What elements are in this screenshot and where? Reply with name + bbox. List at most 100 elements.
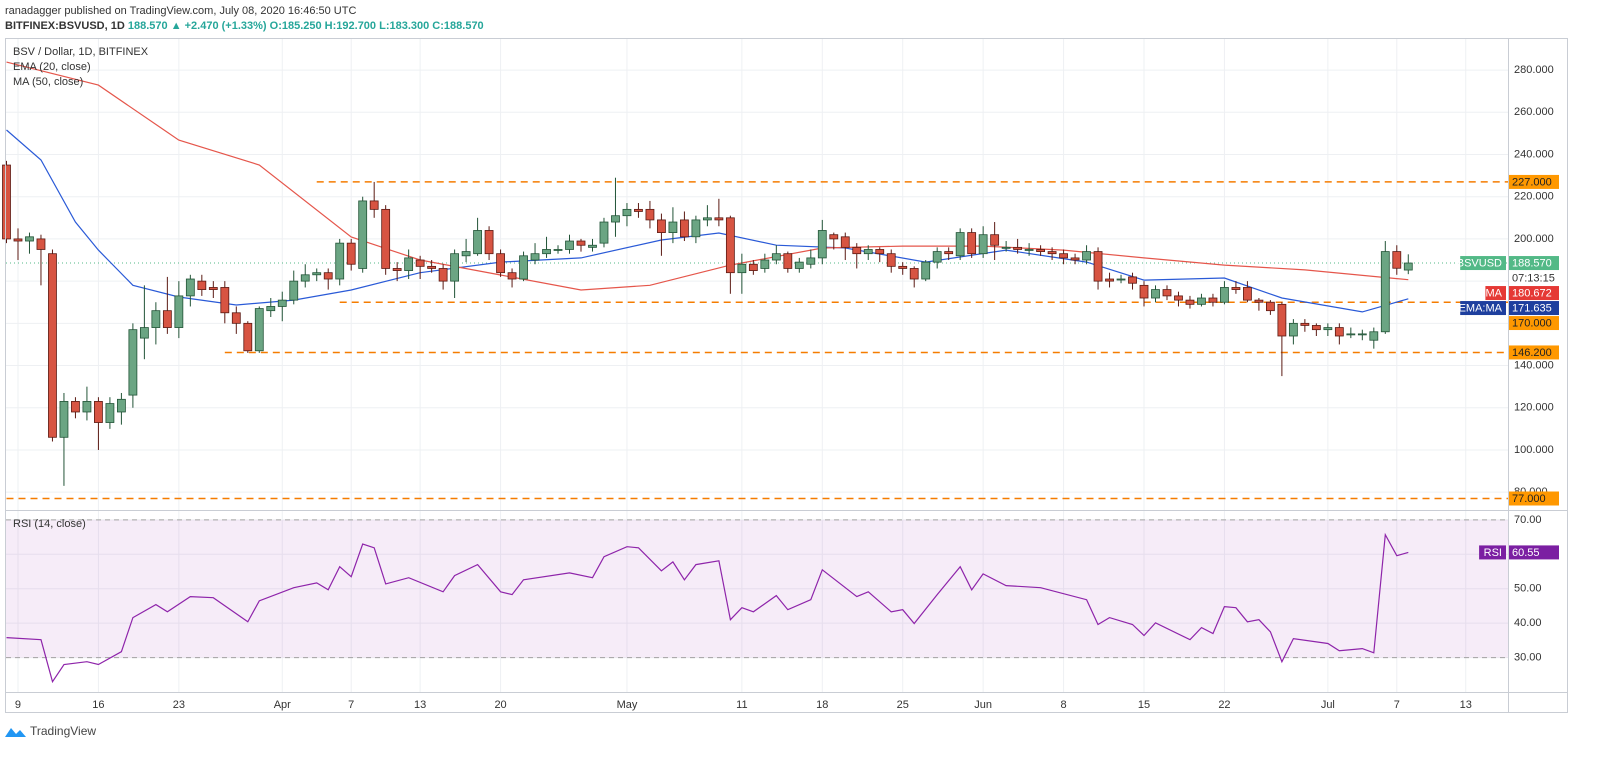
candle-body <box>1024 249 1034 251</box>
candle-body <box>852 246 862 255</box>
candle-body <box>921 261 931 280</box>
legend-title: BSV / Dollar, 1D, BITFINEX <box>13 46 149 58</box>
price-label: 171.635 <box>1512 302 1552 314</box>
candle-body <box>634 208 643 212</box>
candle-body <box>438 268 448 282</box>
x-tick-label: 15 <box>1138 699 1150 711</box>
candle-body <box>1323 327 1333 331</box>
x-tick-label: 8 <box>1061 699 1067 711</box>
candle-body <box>1185 299 1195 305</box>
candle-body <box>162 310 172 328</box>
candle-body <box>105 403 115 423</box>
candle-body <box>771 253 781 261</box>
candle-body <box>220 287 230 314</box>
series-tag-box <box>1485 286 1506 301</box>
symbol: BITFINEX:BSVUSD, 1D <box>5 20 125 32</box>
x-tick-label: 22 <box>1218 699 1230 711</box>
y-tick-label: 120.000 <box>1514 402 1554 414</box>
header-quote: BITFINEX:BSVUSD, 1D 188.570 ▲ +2.470 (+1… <box>5 20 484 32</box>
candle-body <box>496 253 505 274</box>
candle-body <box>1311 325 1321 331</box>
candle-body <box>1116 278 1126 281</box>
x-tick-label: Apr <box>274 699 291 711</box>
candle-body <box>978 234 988 255</box>
candle-body <box>1266 301 1275 312</box>
candle-body <box>208 287 218 290</box>
candle-body <box>461 251 471 257</box>
candle-body <box>645 208 655 221</box>
x-tick-label: 13 <box>414 699 426 711</box>
candle-body <box>507 272 517 280</box>
legend-entry: EMA (20, close) <box>13 61 91 73</box>
candle-body <box>151 310 161 328</box>
candle-body <box>1254 299 1264 303</box>
candle-body <box>1013 246 1023 250</box>
candle-body <box>231 312 241 324</box>
candle-body <box>1093 251 1103 282</box>
price-label-box <box>1509 491 1559 506</box>
candle-body <box>94 401 103 423</box>
candle-body <box>185 278 195 297</box>
rsi-title: RSI (14, close) <box>13 518 86 530</box>
series-tag-box <box>1460 256 1506 271</box>
candle-body <box>139 327 149 339</box>
y-tick-label: 50.00 <box>1514 583 1542 595</box>
candle-body <box>1070 257 1080 261</box>
series-tag: BSVUSD <box>1457 257 1502 269</box>
candle-body <box>1139 284 1149 299</box>
candle-body <box>967 232 977 255</box>
candle-body <box>806 257 816 265</box>
candle-body <box>955 232 965 257</box>
candle-body <box>1300 322 1310 326</box>
price-label-box <box>1509 174 1559 189</box>
candle-body <box>1392 251 1402 269</box>
candle-body <box>25 236 34 242</box>
y-tick-label: 30.00 <box>1514 651 1542 663</box>
candle-body <box>1151 289 1160 299</box>
candle-body <box>1220 287 1229 303</box>
x-tick-label: 9 <box>15 699 21 711</box>
candle-body <box>702 217 712 221</box>
candle-body <box>748 263 758 271</box>
candle-body <box>553 249 563 251</box>
price-label: 180.672 <box>1512 287 1552 299</box>
candle-body <box>312 272 322 276</box>
candle-body <box>542 249 551 255</box>
price-label-box <box>1509 345 1559 360</box>
candle-body <box>691 219 701 238</box>
x-tick-label: 11 <box>736 699 747 711</box>
price-label-box <box>1509 301 1559 316</box>
x-tick-label: 13 <box>1460 699 1472 711</box>
y-tick-label: 240.000 <box>1514 148 1554 160</box>
candle-body <box>1403 262 1413 271</box>
candle-body <box>346 242 356 265</box>
candle-body <box>714 217 724 221</box>
x-tick-label: 18 <box>816 699 828 711</box>
candle-body <box>450 253 460 282</box>
candle-body <box>1047 251 1057 255</box>
candle-body <box>1277 303 1287 337</box>
candle-body <box>622 208 632 217</box>
series-tag: RSI <box>1484 547 1502 559</box>
candle-body <box>2 164 11 240</box>
candle-body <box>1059 253 1068 259</box>
candle-body <box>381 208 391 269</box>
legend-entry: MA (50, close) <box>13 76 83 88</box>
candle-body <box>36 238 46 250</box>
candle-body <box>174 295 184 328</box>
candle-body <box>243 322 253 352</box>
candle-body <box>725 217 735 274</box>
x-tick-label: 16 <box>92 699 104 711</box>
candle-body <box>13 238 23 242</box>
candle-body <box>657 219 666 233</box>
x-tick-label: 20 <box>494 699 506 711</box>
candle-body <box>990 234 1000 246</box>
candle-body <box>886 253 896 267</box>
price-label: 227.000 <box>1512 176 1552 188</box>
candle-body <box>1346 333 1356 336</box>
price-label-box <box>1509 256 1559 271</box>
y-tick-label: 260.000 <box>1514 106 1554 118</box>
candle-body <box>254 308 264 352</box>
candle-body <box>668 221 678 233</box>
